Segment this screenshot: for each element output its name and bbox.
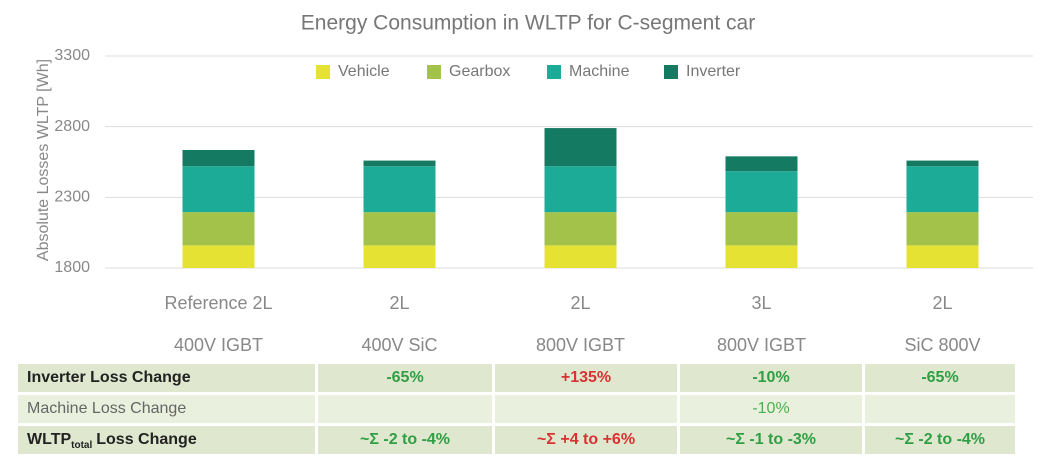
table-cell-bg (318, 364, 492, 392)
legend-swatch (316, 65, 330, 79)
x-tick-label: Reference 2L (164, 293, 272, 313)
row-label: Machine Loss Change (27, 400, 186, 417)
bar-segment (544, 245, 617, 268)
bar-segment (906, 166, 979, 213)
table-cell-bg (18, 364, 315, 392)
bar-segment (363, 166, 436, 213)
legend-swatch (547, 65, 561, 79)
x-tick-label: 400V SiC (361, 335, 437, 355)
bar-segment (725, 212, 798, 246)
x-tick-label: 800V IGBT (536, 335, 625, 355)
bar-segment (725, 245, 798, 268)
bar-segment (182, 149, 255, 167)
y-tick-label: 3300 (54, 47, 90, 64)
legend-label: Machine (569, 63, 630, 80)
x-tick-label: 2L (932, 293, 952, 313)
y-tick-label: 1800 (54, 259, 90, 276)
x-tick-label: 3L (751, 293, 771, 313)
row-label-part: Inverter Loss Change (27, 369, 191, 386)
bar-segment (906, 160, 979, 167)
row-label-part: Machine Loss Change (27, 400, 186, 417)
table-cell-bg (495, 426, 677, 454)
table-cell-bg (680, 364, 862, 392)
bar-segment (906, 245, 979, 268)
table-cell-bg (18, 426, 315, 454)
row-label-part: WLTP (27, 431, 71, 448)
x-tick-label: 800V IGBT (717, 335, 806, 355)
y-tick-label: 2300 (54, 189, 90, 206)
table-cell-bg (865, 364, 1015, 392)
table-cell-bg (865, 426, 1015, 454)
x-tick-label: 2L (570, 293, 590, 313)
x-tick-label: 2L (389, 293, 409, 313)
x-tick-label: 400V IGBT (174, 335, 263, 355)
chart-title: Energy Consumption in WLTP for C-segment… (301, 12, 755, 35)
legend-label: Inverter (686, 63, 741, 80)
table-cell-bg (318, 395, 492, 423)
bar-segment (182, 245, 255, 268)
table-cell-bg (680, 395, 862, 423)
legend-label: Vehicle (338, 63, 390, 80)
y-axis-label: Absolute Losses WLTP [Wh] (35, 59, 52, 261)
table-cell: ~Σ -2 to -4% (895, 431, 985, 448)
bar-segment (544, 212, 617, 246)
table-cell: ~Σ -2 to -4% (360, 431, 450, 448)
table-cell-bg (680, 426, 862, 454)
bar-segment (182, 166, 255, 213)
row-label: Inverter Loss Change (27, 369, 191, 386)
row-label: WLTPtotal Loss Change (27, 431, 197, 450)
table-cell-bg (318, 426, 492, 454)
row-label-part: Loss Change (96, 431, 197, 448)
bar-segment (725, 156, 798, 172)
legend-label: Gearbox (449, 63, 510, 80)
bar-segment (906, 212, 979, 246)
table-cell-bg (495, 395, 677, 423)
bar-segment (544, 128, 617, 167)
bar-segment (363, 245, 436, 268)
y-tick-label: 2800 (54, 118, 90, 135)
table-cell: -10% (752, 369, 789, 386)
table-cell-bg (865, 395, 1015, 423)
bar-segment (182, 212, 255, 246)
bar-segment (363, 160, 436, 167)
table-cell-bg (495, 364, 677, 392)
x-tick-label: SiC 800V (904, 335, 980, 355)
bar-segment (363, 212, 436, 246)
bar-segment (725, 171, 798, 213)
legend-swatch (664, 65, 678, 79)
table-cell: +135% (561, 369, 611, 386)
table-cell-bg (18, 395, 315, 423)
table-cell: -65% (386, 369, 423, 386)
table-cell: -10% (752, 400, 789, 417)
row-label-part: total (71, 440, 92, 451)
table-cell: ~Σ +4 to +6% (537, 431, 635, 448)
table-cell: -65% (921, 369, 958, 386)
bar-segment (544, 166, 617, 213)
legend-swatch (427, 65, 441, 79)
table-cell: ~Σ -1 to -3% (726, 431, 816, 448)
